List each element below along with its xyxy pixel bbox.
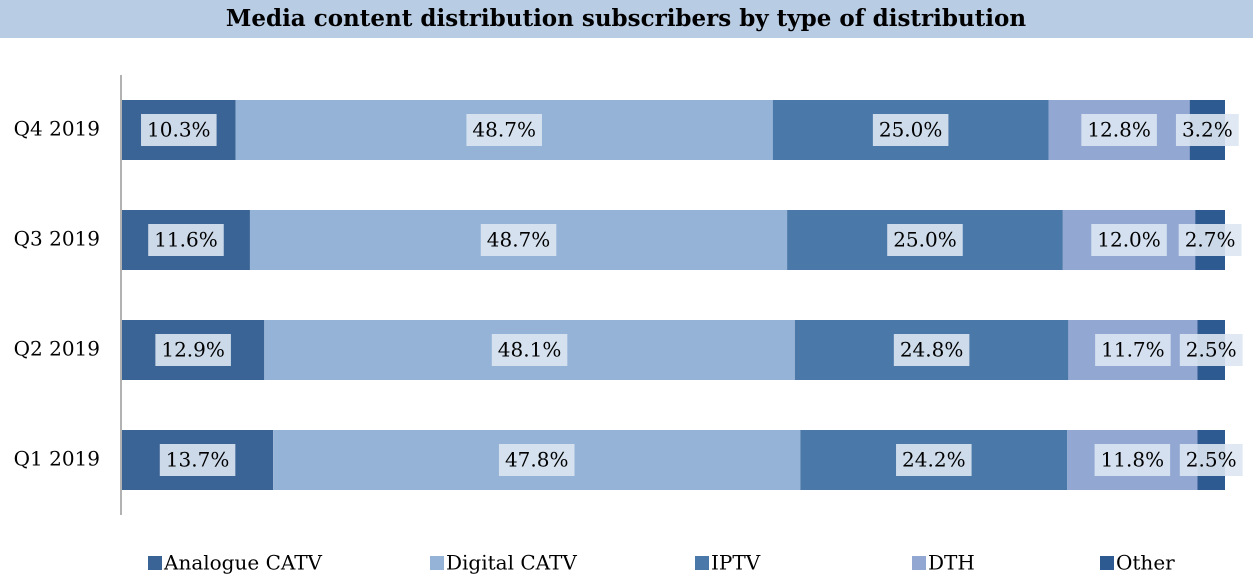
legend-label: IPTV (711, 551, 761, 575)
data-label-bg (491, 334, 568, 366)
data-label-bg (872, 114, 949, 146)
legend-label: Analogue CATV (163, 551, 323, 575)
legend-label: Digital CATV (446, 551, 577, 575)
data-label: 12.8% (1087, 118, 1151, 142)
data-label: 24.2% (902, 448, 966, 472)
data-label-bg (159, 444, 236, 476)
data-label: 47.8% (505, 448, 569, 472)
data-label-bg (1179, 444, 1243, 476)
legend-swatch (148, 556, 162, 570)
data-label: 12.0% (1097, 228, 1161, 252)
legend-swatch (430, 556, 444, 570)
chart-title: Media content distribution subscribers b… (226, 5, 1026, 32)
data-label-bg (141, 114, 217, 146)
data-label-bg (466, 114, 542, 146)
data-label-bg (887, 224, 963, 256)
title-bar (0, 0, 1253, 38)
data-label-bg (498, 444, 575, 476)
legend-swatch (912, 556, 926, 570)
data-label-bg (155, 334, 231, 366)
legend-swatch (695, 556, 709, 570)
data-label: 48.7% (472, 118, 536, 142)
data-label: 25.0% (893, 228, 957, 252)
data-label: 25.0% (879, 118, 943, 142)
data-label: 48.1% (498, 338, 562, 362)
y-tick-label: Q2 2019 (14, 337, 100, 361)
data-label-bg (148, 224, 224, 256)
data-label-bg (1094, 444, 1171, 476)
data-label: 11.7% (1101, 338, 1165, 362)
data-label-bg (1178, 224, 1242, 256)
data-label: 2.7% (1185, 228, 1236, 252)
data-label-bg (896, 444, 972, 476)
legend-label: DTH (928, 551, 975, 575)
legend-label: Other (1116, 551, 1175, 575)
data-label-bg (1175, 114, 1239, 146)
data-label: 11.6% (154, 228, 218, 252)
data-label: 24.8% (900, 338, 964, 362)
data-label: 3.2% (1182, 118, 1233, 142)
data-label-bg (1095, 334, 1171, 366)
data-label-bg (1091, 224, 1167, 256)
data-label-bg (1081, 114, 1157, 146)
data-label: 2.5% (1186, 338, 1237, 362)
legend-swatch (1100, 556, 1114, 570)
data-label: 13.7% (166, 448, 230, 472)
data-label: 48.7% (487, 228, 551, 252)
data-label: 12.9% (161, 338, 225, 362)
y-tick-label: Q4 2019 (14, 117, 100, 141)
y-tick-label: Q1 2019 (14, 447, 100, 471)
data-label: 11.8% (1101, 448, 1165, 472)
data-label-bg (1179, 334, 1243, 366)
data-label: 2.5% (1186, 448, 1237, 472)
data-label: 10.3% (147, 118, 211, 142)
y-tick-label: Q3 2019 (14, 227, 100, 251)
data-label-bg (893, 334, 970, 366)
data-label-bg (480, 224, 557, 256)
